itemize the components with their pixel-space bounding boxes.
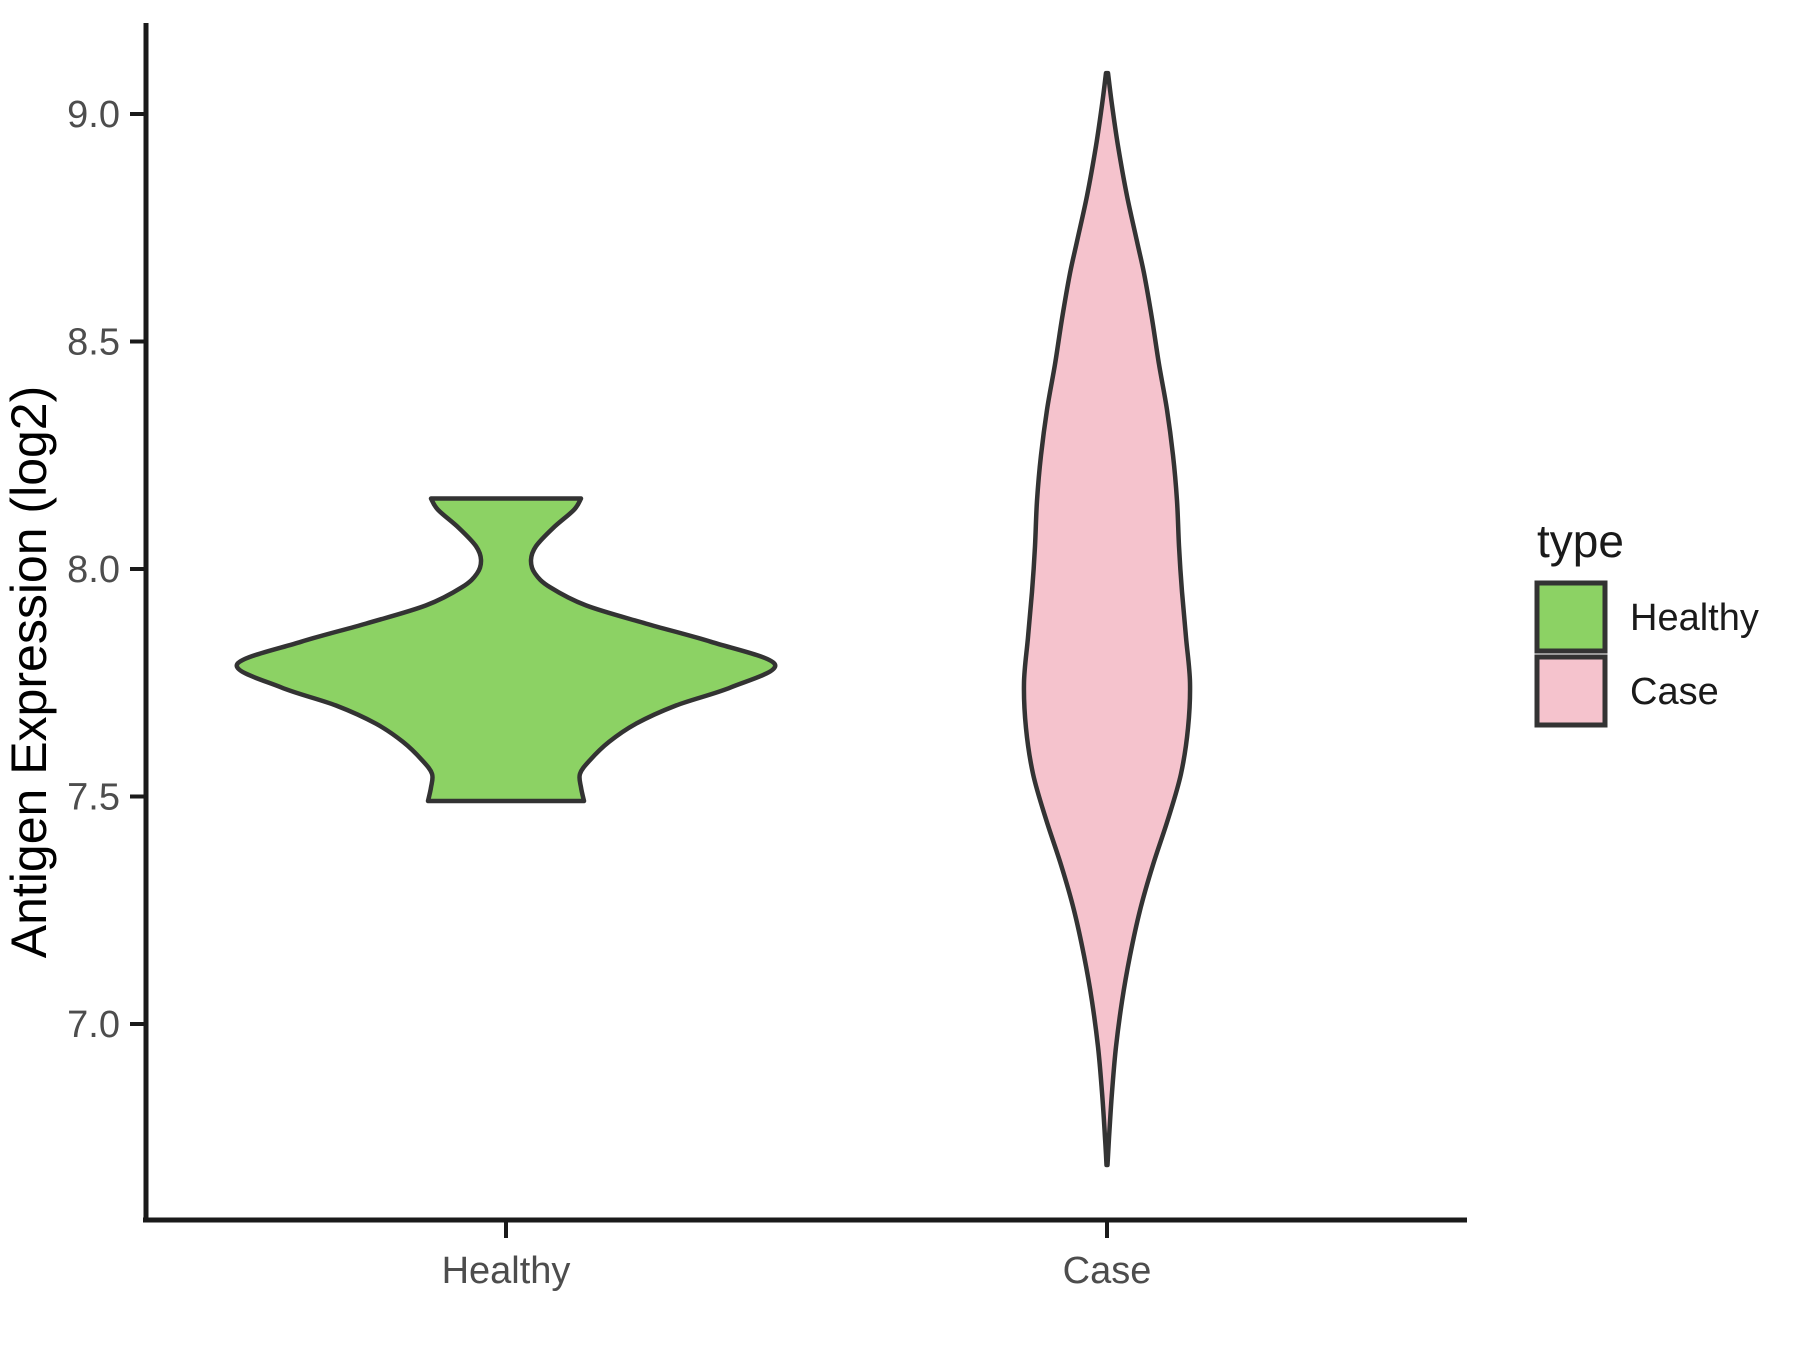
legend-swatch-case [1534, 654, 1608, 728]
y-axis-title: Antigen Expression (log2) [1, 386, 57, 959]
legend-title: type [1537, 515, 1624, 567]
violin-case [1021, 70, 1193, 1168]
y-tick-label: 9.0 [67, 94, 120, 136]
x-category-label-case: Case [1063, 1250, 1152, 1292]
legend: type Healthy Case [1534, 515, 1759, 728]
y-tick-label: 8.5 [67, 322, 120, 364]
y-tick-label: 8.0 [67, 549, 120, 591]
y-tick-label: 7.5 [67, 777, 120, 819]
legend-swatch-healthy [1534, 580, 1608, 654]
y-tick-label: 7.0 [67, 1004, 120, 1046]
legend-label-healthy: Healthy [1630, 597, 1759, 639]
x-category-label-healthy: Healthy [442, 1250, 571, 1292]
violin-healthy [234, 496, 778, 804]
legend-label-case: Case [1630, 671, 1719, 713]
